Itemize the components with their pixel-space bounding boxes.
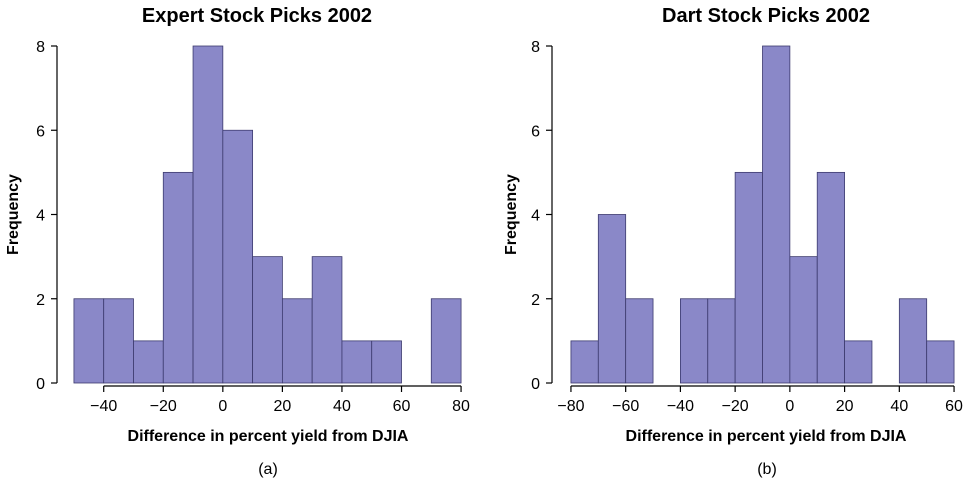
histogram-bar: [926, 340, 955, 384]
panel-label: (b): [757, 461, 777, 478]
y-tick-label: 0: [531, 376, 540, 393]
x-tick-label: −20: [722, 398, 749, 415]
y-tick-label: 2: [531, 292, 540, 309]
x-tick-label: 20: [273, 398, 291, 415]
x-tick-label: −40: [667, 398, 694, 415]
histogram-bar: [789, 256, 818, 384]
y-tick-label: 4: [36, 208, 45, 225]
histogram-bar: [597, 214, 627, 384]
histogram-bar: [625, 298, 654, 384]
histogram-panel-dart: 0 2 4 6 8 −80 −60 −40 −20 0 20 40 60 Dart Stock Picks…: [503, 5, 963, 478]
histogram-bar: [734, 171, 763, 384]
chart-title: Expert Stock Picks 2002: [142, 5, 372, 27]
histogram-bar: [222, 129, 254, 384]
x-tick-label: −20: [150, 398, 177, 415]
histogram-bar: [341, 340, 373, 384]
x-tick-label: −40: [90, 398, 117, 415]
histogram-bar: [371, 340, 402, 384]
histogram-bar: [707, 298, 736, 384]
histogram-bar: [844, 340, 873, 384]
x-tick-label: −60: [612, 398, 639, 415]
y-tick-label: 8: [531, 39, 540, 56]
y-tick-label: 0: [36, 376, 45, 393]
x-tick-label: 80: [452, 398, 470, 415]
y-axis-label: Frequency: [5, 174, 22, 255]
x-tick-label: 40: [890, 398, 908, 415]
histogram-bar: [192, 45, 224, 384]
x-axis-label: Difference in percent yield from DJIA: [626, 428, 907, 445]
y-tick-label: 8: [36, 39, 45, 56]
y-tick-label: 4: [531, 208, 540, 225]
y-tick-label: 2: [36, 292, 45, 309]
histogram-bar: [762, 45, 791, 384]
histogram-bar: [281, 298, 313, 384]
histogram-bar: [252, 256, 283, 384]
histogram-bar: [311, 256, 343, 384]
histogram-bar: [162, 171, 194, 384]
x-tick-label: 60: [393, 398, 411, 415]
panel-label: (a): [258, 461, 278, 478]
x-axis-label: Difference in percent yield from DJIA: [128, 428, 409, 445]
histogram-bar: [103, 298, 134, 384]
x-tick-label: −80: [557, 398, 584, 415]
x-tick-label: 40: [333, 398, 351, 415]
y-tick-label: 6: [531, 123, 540, 140]
y-tick-label: 6: [36, 123, 45, 140]
histogram-bar: [570, 340, 599, 384]
x-tick-label: 0: [218, 398, 227, 415]
histogram-bar: [430, 298, 462, 384]
histogram-bar: [680, 298, 709, 384]
histogram-bar: [816, 171, 845, 384]
chart-title: Dart Stock Picks 2002: [662, 5, 870, 27]
x-tick-label: 60: [945, 398, 963, 415]
histogram-bar: [133, 340, 164, 384]
histogram-bar: [898, 298, 928, 384]
histogram-bar: [73, 298, 105, 384]
x-tick-label: 0: [785, 398, 794, 415]
histogram-panel-expert: 0 2 4 6 8 −40 −20 0 20 40 60 80 Expert Stock Picks 2…: [5, 5, 470, 478]
x-tick-label: 20: [836, 398, 854, 415]
y-axis-label: Frequency: [503, 174, 520, 255]
